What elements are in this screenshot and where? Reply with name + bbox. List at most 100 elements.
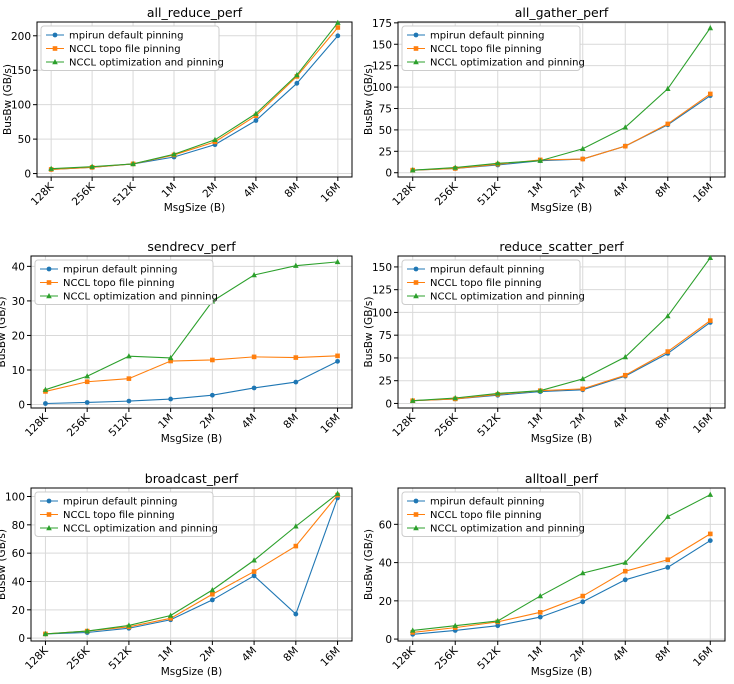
data-point: [48, 165, 54, 171]
data-point: [126, 622, 132, 628]
chart-panel-5: 0 20 40 60 80 100 128K 256K 512K 1M 2M 4M 8M 16M broad…: [0, 471, 353, 678]
data-point: [665, 557, 671, 563]
x-tick-label: 256K: [65, 644, 93, 672]
y-tick-label: 0: [385, 168, 392, 180]
legend-label: mpirun default pinning: [430, 265, 544, 276]
x-tick-label: 8M: [282, 181, 302, 201]
y-tick-label: 25: [379, 376, 392, 388]
x-tick-label: 256K: [70, 180, 98, 208]
data-point: [452, 394, 459, 401]
data-point: [494, 160, 501, 166]
data-point: [293, 543, 299, 549]
data-point: [293, 355, 299, 360]
data-point: [209, 597, 215, 603]
data-point: [622, 372, 628, 378]
data-point: [253, 110, 259, 116]
series-line-2: [412, 320, 711, 402]
data-point: [579, 570, 586, 576]
x-tick-label: 2M: [568, 412, 588, 432]
x-tick-label: 2M: [200, 181, 220, 201]
x-tick-label: 16M: [691, 412, 715, 436]
y-tick-label: 0: [18, 633, 25, 645]
y-tick-label: 20: [12, 330, 25, 342]
y-tick-label: 60: [379, 519, 392, 531]
legend-box: [34, 259, 214, 305]
chart-panel-3: 0 10 20 30 40 128K 256K 512K 1M 2M 4M 8M 16M sendrecv…: [0, 239, 353, 445]
x-tick-label: 4M: [241, 181, 261, 201]
x-tick-label: 4M: [240, 412, 260, 432]
x-tick-label: 4M: [611, 645, 631, 665]
series-line-3: [51, 22, 339, 170]
y-tick-label: 10: [12, 365, 25, 377]
y-tick-label: 50: [379, 125, 392, 137]
y-tick-label: 30: [12, 296, 25, 308]
data-point: [168, 396, 174, 402]
data-point: [42, 386, 49, 392]
data-point: [168, 616, 173, 621]
data-point: [293, 262, 299, 268]
data-point: [126, 398, 132, 404]
data-point: [210, 357, 215, 363]
data-point: [209, 587, 216, 593]
x-tick-label: 256K: [65, 411, 93, 439]
data-point: [707, 318, 713, 323]
data-point: [665, 564, 671, 570]
legend-marker: [413, 525, 419, 531]
y-axis-label: BusBw (GB/s): [363, 297, 375, 368]
x-tick-label: 512K: [111, 180, 139, 208]
data-point: [294, 80, 300, 86]
data-point: [43, 401, 48, 406]
data-point: [335, 33, 341, 39]
data-point: [409, 397, 416, 403]
y-tick-label: 100: [11, 100, 31, 112]
x-tick-label: 512K: [106, 411, 134, 439]
x-tick-label: 2M: [198, 412, 218, 432]
y-axis-label: BusBw (GB/s): [363, 529, 375, 600]
legend-marker: [413, 280, 419, 285]
data-point: [494, 390, 501, 396]
data-point: [664, 85, 671, 91]
data-point: [293, 379, 299, 385]
plot-frame: [30, 487, 353, 642]
x-axis-label: MsgSize (B): [161, 433, 222, 445]
chart-title: all_reduce_perf: [147, 5, 243, 20]
data-point: [409, 627, 416, 633]
data-point: [622, 124, 629, 130]
legend-label: mpirun default pinning: [430, 497, 544, 508]
x-tick-label: 512K: [475, 180, 503, 208]
data-point: [537, 593, 544, 599]
x-tick-label: 128K: [29, 180, 57, 208]
legend-label: NCCL optimization and pinning: [430, 292, 585, 303]
plot-frame: [36, 21, 353, 178]
data-point: [251, 354, 257, 360]
chart-panel-6: 0 20 40 60 128K 256K 512K 1M 2M 4M 8M 16M alltoall_p…: [363, 471, 726, 678]
legend-label: mpirun default pinning: [69, 31, 183, 42]
series-line-1: [45, 360, 338, 405]
legend-box: [401, 491, 581, 537]
y-tick-label: 40: [12, 261, 25, 273]
y-tick-label: 50: [379, 353, 392, 365]
data-point: [665, 121, 671, 127]
y-tick-label: 0: [24, 169, 31, 181]
y-tick-label: 20: [379, 596, 392, 608]
data-point: [537, 610, 543, 615]
y-tick-label: 150: [11, 65, 31, 77]
data-point: [495, 623, 501, 629]
legend-label: NCCL optimization and pinning: [430, 524, 585, 535]
x-tick-label: 16M: [318, 645, 342, 669]
data-point: [84, 379, 90, 385]
legend-label: NCCL optimization and pinning: [430, 58, 585, 69]
x-axis-label: MsgSize (B): [531, 202, 592, 214]
plot-frame: [397, 487, 726, 642]
data-point: [209, 392, 215, 398]
plot-frame: [30, 255, 353, 409]
x-tick-label: 16M: [691, 181, 715, 205]
data-point: [707, 531, 713, 537]
legend-marker: [413, 266, 419, 272]
x-tick-label: 16M: [691, 645, 715, 669]
data-point: [130, 160, 136, 167]
data-point: [251, 385, 257, 391]
y-tick-label: 20: [12, 605, 25, 617]
x-tick-label: 256K: [433, 644, 461, 672]
data-point: [293, 523, 299, 529]
